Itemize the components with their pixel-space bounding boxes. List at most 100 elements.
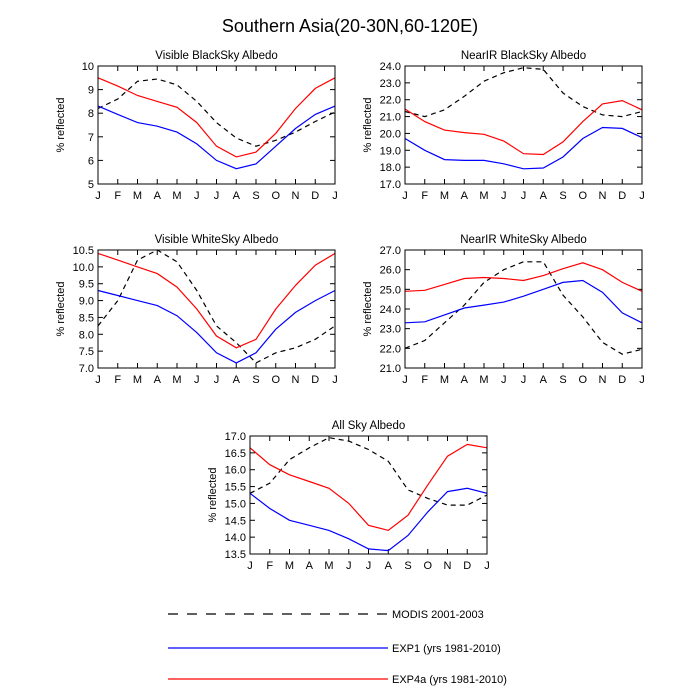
y-axis-label: % reflected: [362, 281, 374, 336]
panel-1: Visible BlackSky Albedo % reflected 5 6 7 8 9 1…: [55, 50, 338, 202]
figure-title: Southern Asia(20-30N,60-120E): [222, 16, 478, 36]
y-tick-label: 7.5: [79, 346, 94, 358]
x-tick-label: J: [501, 374, 507, 386]
x-tick-label: M: [324, 560, 333, 572]
series-line-modis: [404, 261, 643, 355]
series-line-modis: [249, 437, 488, 506]
y-tick-label: 19.0: [380, 145, 401, 157]
x-tick-label: J: [247, 560, 253, 572]
x-tick-label: J: [214, 190, 220, 202]
x-tick-label: M: [440, 190, 449, 202]
y-tick-label: 8.5: [79, 312, 94, 324]
series-line-exp4a: [97, 77, 336, 158]
y-tick-label: 16.5: [225, 448, 246, 460]
panel-title: NearIR BlackSky Albedo: [461, 50, 586, 62]
y-tick-label: 24.0: [380, 61, 401, 73]
x-tick-label: F: [266, 560, 273, 572]
x-tick-label: N: [599, 190, 607, 202]
x-tick-label: A: [540, 190, 548, 202]
y-tick-label: 24.0: [380, 304, 401, 316]
panel-4: NearIR WhiteSky Albedo % reflected 21.0 22.…: [362, 234, 645, 386]
y-tick-label: 15.0: [225, 498, 246, 510]
y-tick-label: 13.5: [225, 549, 246, 561]
series-line-modis: [97, 249, 336, 364]
x-tick-label: S: [404, 560, 411, 572]
x-tick-label: D: [311, 190, 319, 202]
x-tick-label: J: [366, 560, 372, 572]
panel-2: NearIR BlackSky Albedo % reflected 17.0 18.…: [362, 50, 645, 202]
y-tick-label: 17.0: [380, 179, 401, 191]
y-tick-label: 15.5: [225, 482, 246, 494]
panels: Visible BlackSky Albedo % reflected 5 6 7 8 9 1…: [55, 50, 645, 572]
x-tick-label: J: [639, 374, 645, 386]
legend-label: MODIS 2001-2003: [392, 609, 484, 621]
plot-frame: [97, 65, 336, 185]
x-tick-label: J: [332, 374, 338, 386]
x-tick-label: O: [271, 374, 280, 386]
y-tick-label: 8.0: [79, 329, 94, 341]
y-tick-label: 21.0: [380, 363, 401, 375]
series-line-exp4a: [404, 262, 643, 292]
x-tick-label: J: [521, 190, 527, 202]
x-tick-label: M: [479, 374, 488, 386]
y-tick-label: 9.5: [79, 279, 94, 291]
series-line-exp4a: [97, 252, 336, 349]
x-tick-label: J: [402, 374, 408, 386]
x-tick-label: J: [402, 190, 408, 202]
panel-title: NearIR WhiteSky Albedo: [460, 234, 587, 246]
x-tick-label: J: [95, 374, 101, 386]
series-line-exp1: [97, 289, 336, 364]
y-tick-label: 22.0: [380, 343, 401, 355]
series-line-modis: [97, 78, 336, 147]
panel-title: Visible BlackSky Albedo: [155, 50, 278, 62]
y-tick-label: 6: [88, 155, 94, 167]
x-tick-label: J: [639, 190, 645, 202]
series-line-exp1: [97, 105, 336, 170]
x-tick-label: S: [252, 190, 259, 202]
y-tick-label: 22.0: [380, 95, 401, 107]
legend-label: EXP1 (yrs 1981-2010): [392, 643, 501, 655]
x-tick-label: J: [501, 190, 507, 202]
x-tick-label: S: [559, 374, 566, 386]
y-tick-label: 10.0: [73, 262, 94, 274]
x-tick-label: N: [599, 374, 607, 386]
plot-frame: [249, 435, 488, 555]
x-tick-label: J: [484, 560, 490, 572]
panel-5: All Sky Albedo % reflected 13.5 14.0 14.5 15.…: [207, 420, 490, 572]
x-tick-label: J: [194, 374, 200, 386]
x-tick-label: A: [233, 374, 241, 386]
y-tick-label: 21.0: [380, 112, 401, 124]
series-line-exp4a: [404, 99, 643, 156]
y-tick-label: 14.5: [225, 515, 246, 527]
x-tick-label: J: [95, 190, 101, 202]
y-tick-label: 9.0: [79, 296, 94, 308]
x-tick-label: J: [214, 374, 220, 386]
x-tick-label: A: [154, 190, 162, 202]
x-tick-label: D: [618, 374, 626, 386]
x-tick-label: F: [421, 374, 428, 386]
x-tick-label: N: [444, 560, 452, 572]
y-tick-label: 18.0: [380, 162, 401, 174]
x-tick-label: S: [252, 374, 259, 386]
legend-label: EXP4a (yrs 1981-2010): [392, 674, 507, 686]
x-tick-label: M: [285, 560, 294, 572]
x-tick-label: O: [271, 190, 280, 202]
legend: MODIS 2001-2003 EXP1 (yrs 1981-2010) EXP4a…: [168, 609, 507, 686]
x-tick-label: M: [479, 190, 488, 202]
x-tick-label: A: [385, 560, 393, 572]
x-tick-label: J: [332, 190, 338, 202]
y-tick-label: 23.0: [380, 78, 401, 90]
panel-title: All Sky Albedo: [332, 420, 406, 432]
x-tick-label: M: [133, 190, 142, 202]
plot-frame: [404, 249, 643, 369]
y-tick-label: 5: [88, 179, 94, 191]
series-line-exp1: [249, 487, 488, 552]
x-tick-label: D: [618, 190, 626, 202]
y-axis-label: % reflected: [55, 97, 67, 152]
x-tick-label: F: [114, 374, 121, 386]
plot-frame: [404, 65, 643, 185]
x-tick-label: A: [540, 374, 548, 386]
series-line-modis: [404, 67, 643, 118]
x-tick-label: F: [114, 190, 121, 202]
